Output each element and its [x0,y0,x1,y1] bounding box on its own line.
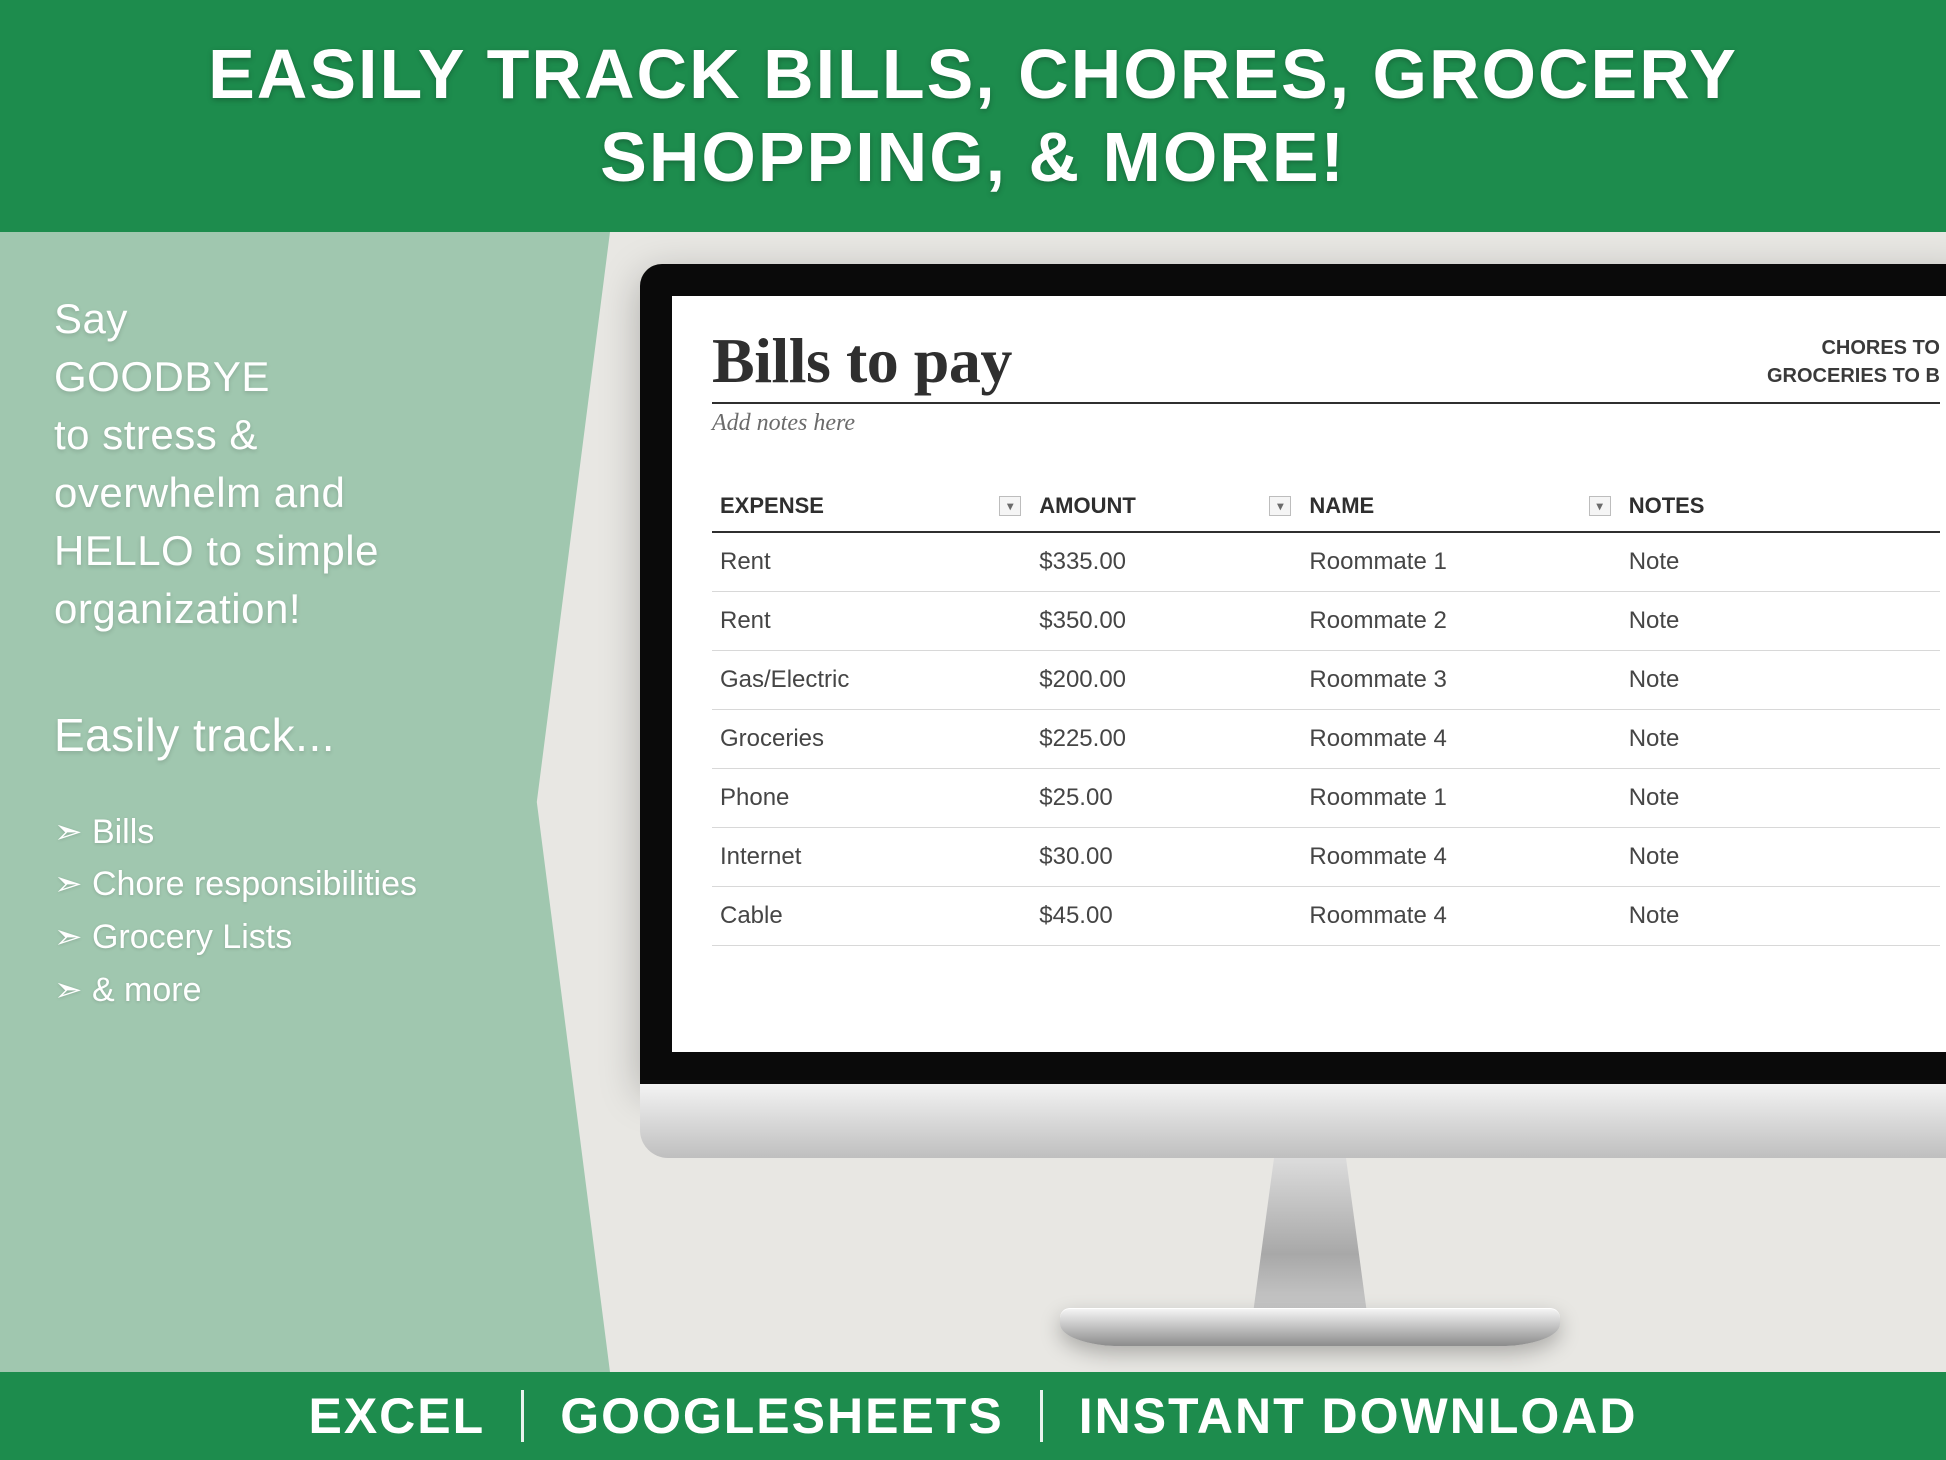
cell-expense[interactable]: Internet [712,828,1031,887]
col-expense-label: EXPENSE [720,493,824,518]
intro-l3: to stress & [54,411,258,458]
footer-item-download: INSTANT DOWNLOAD [1043,1387,1674,1445]
bullet-item: Chore responsibilities [54,858,530,911]
sheet-link-chores[interactable]: CHORES TO [1767,334,1940,362]
col-notes[interactable]: NOTES [1621,481,1940,532]
sheet-title: Bills to pay [712,324,1012,398]
footer-bar: EXCEL GOOGLESHEETS INSTANT DOWNLOAD [0,1372,1946,1460]
monitor-chin [640,1084,1946,1158]
intro-l1: Say [54,295,128,342]
col-expense[interactable]: EXPENSE ▾ [712,481,1031,532]
filter-dropdown-icon[interactable]: ▾ [1269,496,1291,516]
cell-name[interactable]: Roommate 3 [1301,651,1620,710]
cell-expense[interactable]: Groceries [712,710,1031,769]
left-panel: Say GOODBYE to stress & overwhelm and HE… [0,232,610,1372]
monitor-screen: Bills to pay CHORES TO GROCERIES TO B Ad… [672,296,1946,1052]
subhead: Easily track... [54,708,530,762]
cell-notes[interactable]: Note [1621,532,1940,592]
sheet-subnote[interactable]: Add notes here [712,410,1940,437]
footer-separator [521,1390,524,1442]
cell-name[interactable]: Roommate 4 [1301,828,1620,887]
table-row[interactable]: Rent $350.00 Roommate 2 Note [712,592,1940,651]
cell-expense[interactable]: Gas/Electric [712,651,1031,710]
intro-l6: organization! [54,585,301,632]
header-title: EASILY TRACK BILLS, CHORES, GROCERY SHOP… [208,33,1738,198]
footer-item-googlesheets: GOOGLESHEETS [524,1387,1040,1445]
spreadsheet: Bills to pay CHORES TO GROCERIES TO B Ad… [672,296,1946,946]
cell-amount[interactable]: $45.00 [1031,887,1301,946]
bullet-item: & more [54,964,530,1017]
filter-dropdown-icon[interactable]: ▾ [1589,496,1611,516]
cell-amount[interactable]: $225.00 [1031,710,1301,769]
cell-name[interactable]: Roommate 1 [1301,532,1620,592]
monitor-base [1060,1308,1560,1346]
sheet-nav-links: CHORES TO GROCERIES TO B [1767,324,1940,390]
cell-notes[interactable]: Note [1621,592,1940,651]
table-row[interactable]: Phone $25.00 Roommate 1 Note [712,769,1940,828]
table-row[interactable]: Groceries $225.00 Roommate 4 Note [712,710,1940,769]
intro-l5: HELLO to simple [54,527,379,574]
cell-notes[interactable]: Note [1621,769,1940,828]
col-name[interactable]: NAME ▾ [1301,481,1620,532]
filter-dropdown-icon[interactable]: ▾ [999,496,1021,516]
header-title-line2: SHOPPING, & MORE! [600,118,1346,196]
cell-name[interactable]: Roommate 2 [1301,592,1620,651]
monitor-mockup: Bills to pay CHORES TO GROCERIES TO B Ad… [640,264,1946,1372]
cell-notes[interactable]: Note [1621,887,1940,946]
table-body: Rent $335.00 Roommate 1 Note Rent $350.0… [712,532,1940,946]
bullet-item: Grocery Lists [54,911,530,964]
sheet-link-groceries[interactable]: GROCERIES TO B [1767,362,1940,390]
cell-expense[interactable]: Rent [712,532,1031,592]
col-notes-label: NOTES [1629,493,1705,518]
footer-separator [1040,1390,1043,1442]
bullet-item-text: Chore responsibilities [92,865,417,903]
monitor-neck [1220,1158,1400,1318]
sheet-title-rule [712,402,1940,404]
cell-name[interactable]: Roommate 1 [1301,769,1620,828]
intro-l2: GOODBYE [54,353,270,400]
bullet-item: Bills [54,806,530,859]
content-area: Say GOODBYE to stress & overwhelm and HE… [0,232,1946,1372]
cell-expense[interactable]: Rent [712,592,1031,651]
cell-name[interactable]: Roommate 4 [1301,710,1620,769]
col-amount-label: AMOUNT [1039,493,1136,518]
footer-item-excel: EXCEL [272,1387,521,1445]
bullet-list: Bills Chore responsibilities Grocery Lis… [54,806,530,1017]
cell-expense[interactable]: Phone [712,769,1031,828]
cell-amount[interactable]: $30.00 [1031,828,1301,887]
col-name-label: NAME [1309,493,1374,518]
intro-copy: Say GOODBYE to stress & overwhelm and HE… [54,290,530,638]
cell-amount[interactable]: $25.00 [1031,769,1301,828]
intro-l4: overwhelm and [54,469,345,516]
table-row[interactable]: Internet $30.00 Roommate 4 Note [712,828,1940,887]
header-title-line1: EASILY TRACK BILLS, CHORES, GROCERY [208,35,1738,113]
table-row[interactable]: Gas/Electric $200.00 Roommate 3 Note [712,651,1940,710]
cell-name[interactable]: Roommate 4 [1301,887,1620,946]
cell-notes[interactable]: Note [1621,710,1940,769]
cell-amount[interactable]: $335.00 [1031,532,1301,592]
cell-notes[interactable]: Note [1621,651,1940,710]
cell-amount[interactable]: $200.00 [1031,651,1301,710]
bills-table: EXPENSE ▾ AMOUNT ▾ NAME ▾ NOTES Rent $335.0… [712,481,1940,946]
col-amount[interactable]: AMOUNT ▾ [1031,481,1301,532]
table-row[interactable]: Cable $45.00 Roommate 4 Note [712,887,1940,946]
table-header-row: EXPENSE ▾ AMOUNT ▾ NAME ▾ NOTES [712,481,1940,532]
cell-amount[interactable]: $350.00 [1031,592,1301,651]
header-bar: EASILY TRACK BILLS, CHORES, GROCERY SHOP… [0,0,1946,232]
cell-expense[interactable]: Cable [712,887,1031,946]
table-row[interactable]: Rent $335.00 Roommate 1 Note [712,532,1940,592]
cell-notes[interactable]: Note [1621,828,1940,887]
